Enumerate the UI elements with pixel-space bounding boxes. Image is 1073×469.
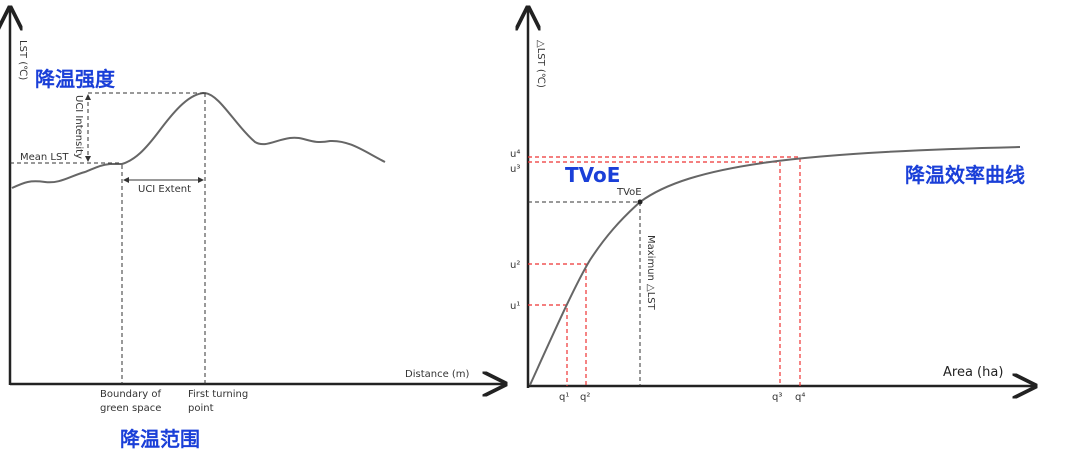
mean-label: Mean LST [20, 152, 69, 163]
tvoe-big: TVoE [565, 163, 620, 187]
q-label: q³ [772, 392, 782, 403]
curve-cn: 降温效率曲线 [905, 163, 1025, 187]
turning-label: point [188, 403, 214, 414]
tvoe-point [637, 199, 643, 205]
u-label: u¹ [510, 301, 520, 312]
q-label: q¹ [559, 392, 569, 403]
u3-guide [528, 161, 781, 386]
intensity-cn: 降温强度 [35, 67, 116, 91]
left-panel: LST (℃) 降温强度 UCI Intensity Mean LST UCI … [10, 8, 505, 451]
u-label: u² [510, 260, 520, 271]
u-label: u⁴ [510, 149, 520, 160]
boundary-label: green space [100, 403, 161, 414]
intensity-label: UCI Intensity [73, 95, 84, 159]
tvoe-small: TVoE [616, 187, 642, 198]
boundary-label: Boundary of [100, 389, 161, 400]
y-axis-label: LST (℃) [17, 40, 28, 80]
y-axis-label: △LST (℃) [535, 40, 546, 88]
q-label: q⁴ [795, 392, 805, 403]
right-panel: △LST (℃) u¹ u² u³ u⁴ q¹ q² q³ q⁴ TVoE TV… [510, 8, 1035, 403]
turning-label: First turning [188, 389, 248, 400]
efficiency-curve [529, 146, 1021, 386]
lst-curve [11, 91, 386, 189]
tvoe-guide [528, 201, 641, 386]
u4-guide [528, 156, 801, 386]
x-axis-label: Area (ha) [943, 365, 1003, 380]
max-label: Maximun △LST [645, 235, 656, 311]
u2-guide [528, 263, 587, 386]
x-axis-label: Distance (m) [405, 369, 470, 380]
extent-cn: 降温范围 [120, 427, 200, 451]
u-label: u³ [510, 164, 520, 175]
q-label: q² [580, 392, 590, 403]
extent-label: UCI Extent [138, 184, 191, 195]
